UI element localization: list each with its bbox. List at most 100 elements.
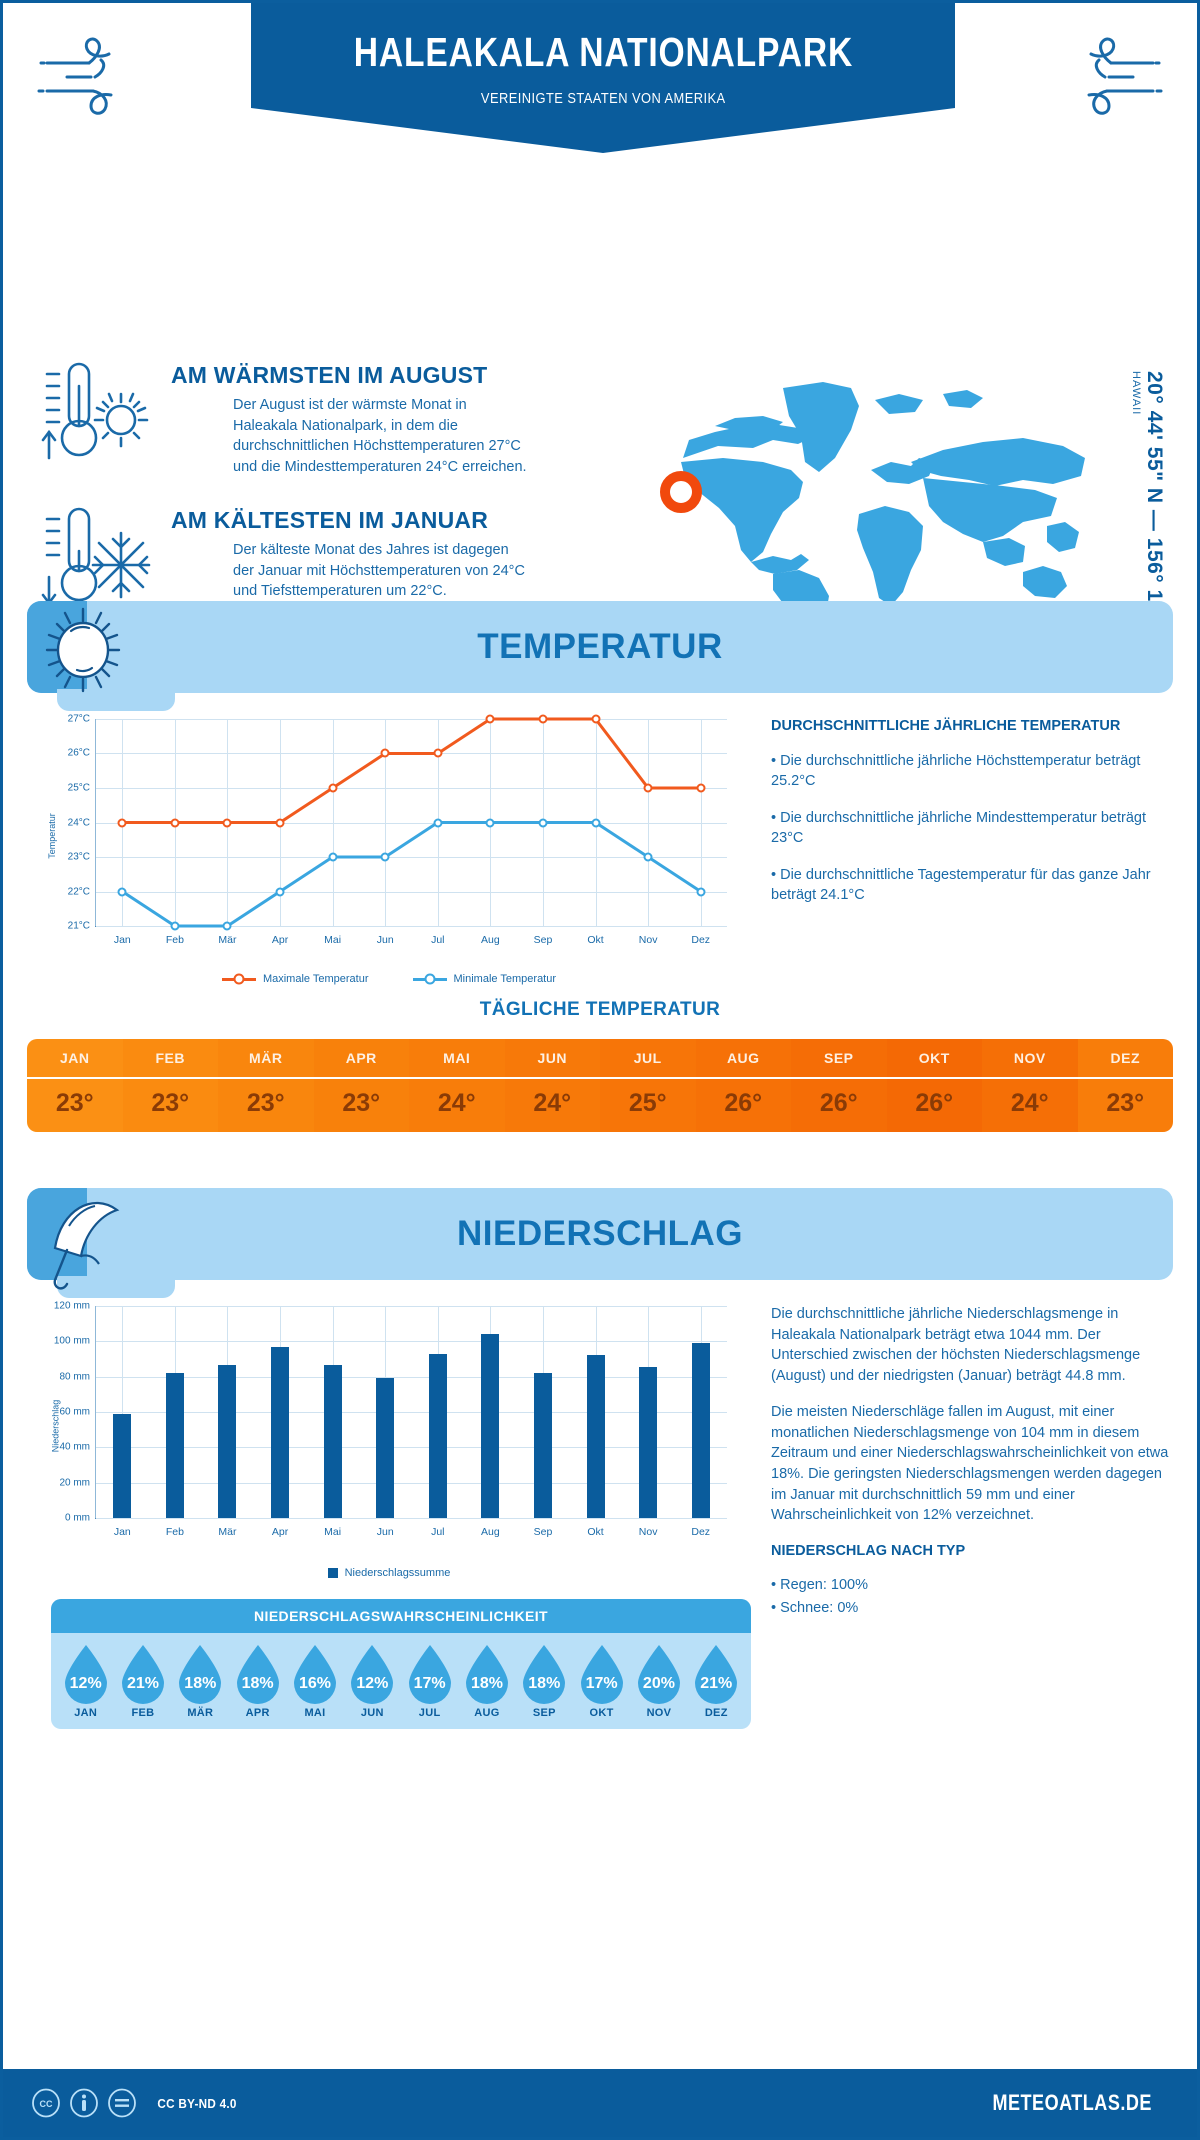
header: HALEAKALA NATIONALPARK VEREINIGTE STAATE… [3,3,1197,171]
data-point [591,714,601,724]
thermometer-up-icon [41,362,149,460]
legend-item-min: Minimale Temperatur [412,973,556,985]
x-axis-tick: Jul [431,1526,445,1538]
y-axis-tick: 100 mm [53,1335,90,1347]
y-axis-tick: 60 mm [59,1406,90,1418]
coldest-month-block: AM KÄLTESTEN IM JANUAR Der kälteste Mona… [39,503,559,608]
daily-table-value: 25° [600,1079,696,1132]
data-point [591,818,601,827]
probability-month: MAI [304,1707,326,1719]
warm-body: AM WÄRMSTEN IM AUGUST Der August ist der… [171,358,559,477]
bar [533,1373,552,1518]
region-label: HAWAII [1130,371,1142,416]
water-drop-icon: 18% [517,1643,571,1705]
temperature-banner-title: TEMPERATUR [477,627,723,666]
daily-table-month: SEP [791,1039,887,1077]
x-axis-tick: Mai [324,934,342,946]
probability-cell: 16% MAI [286,1643,343,1719]
bar [218,1365,237,1518]
bar [323,1365,342,1518]
y-axis-tick: 120 mm [53,1300,90,1312]
precipitation-legend: Niederschlagssumme [27,1567,751,1579]
gridline [96,1306,727,1307]
y-axis-tick: 27°C [67,713,90,725]
precipitation-probability-row: 12% JAN 21% FEB 18% MÄR 18% APR 16% MAI 12% JUN 17% J… [51,1633,751,1729]
gridline [122,1306,124,1518]
daily-table-value: 26° [791,1079,887,1132]
gridline [96,719,727,720]
probability-value: 18% [528,1675,561,1692]
temperature-chart-row: Temperatur 21°C 22°C 23°C 24°C 25°C 26°C 27°C J… [3,693,1197,986]
precipitation-chart-box: Niederschlag 0 mm 20 mm 40 mm 60 mm 80 mm 100… [27,1298,751,1729]
y-axis-tick: 22°C [67,886,90,897]
precipitation-probability-panel: NIEDERSCHLAGSWAHRSCHEINLICHKEIT 12% JAN 21… [51,1599,751,1729]
daily-table-value: 23° [313,1079,409,1132]
snowflake-icon [91,531,151,599]
probability-value: 21% [126,1675,159,1692]
legend-marker-precip [327,1568,338,1578]
data-point [433,818,443,827]
probability-cell: 18% SEP [516,1643,573,1719]
y-axis-tick: 40 mm [59,1441,90,1453]
x-axis-tick: Dez [691,1526,711,1538]
water-drop-icon: 21% [689,1643,743,1705]
license-label: CC BY-ND 4.0 [157,2095,237,2111]
gridline [96,822,727,824]
precipitation-probability-title: NIEDERSCHLAGSWAHRSCHEINLICHKEIT [51,1599,751,1633]
x-axis-tick: Nov [638,934,658,946]
probability-cell: 21% DEZ [688,1643,745,1719]
sun-icon [41,607,151,693]
svg-text:CC: CC [40,2099,53,2109]
gridline [96,1518,727,1519]
x-axis-tick: Mär [218,934,237,946]
title-banner: HALEAKALA NATIONALPARK VEREINIGTE STAATE… [251,3,955,153]
daily-table-month: NOV [982,1039,1078,1077]
daily-table-value: 24° [982,1079,1078,1132]
daily-temperature-title: TÄGLICHE TEMPERATUR [479,999,721,1020]
x-axis-tick: Aug [481,1526,500,1538]
data-point [485,714,495,724]
daily-table-month: AUG [695,1039,791,1077]
x-axis-tick: Aug [481,934,500,946]
gridline [96,926,727,927]
x-axis-tick: Apr [271,1526,289,1538]
cold-body: AM KÄLTESTEN IM JANUAR Der kälteste Mona… [171,503,559,602]
daily-table-month: JUN [504,1039,600,1077]
probability-cell: 18% MÄR [172,1643,229,1719]
x-axis-tick: Feb [165,934,184,946]
gridline [96,1341,727,1343]
legend-label-precip: Niederschlagssumme [344,1567,451,1579]
bar [691,1343,710,1518]
daily-table-value: 24° [504,1079,600,1132]
temperature-side-text: DURCHSCHNITTLICHE JÄHRLICHE TEMPERATUR •… [751,711,1173,983]
gridline [96,856,727,858]
wind-decoration-right [1057,25,1167,140]
probability-month: JAN [74,1707,98,1719]
probability-month: NOV [646,1707,672,1719]
series-line [122,823,700,927]
legend-item-precip: Niederschlagssumme [327,1567,451,1579]
location-marker-icon [660,471,702,513]
data-point [643,783,653,793]
data-point [538,714,548,724]
daily-table-month: MÄR [218,1039,314,1077]
y-axis-tick: 80 mm [59,1371,90,1383]
gridline [648,719,650,926]
x-axis-tick: Mär [218,1526,237,1538]
water-drop-icon: 12% [345,1643,399,1705]
probability-month: OKT [589,1707,614,1719]
probability-cell: 20% NOV [630,1643,687,1719]
precipitation-plot-area: 0 mm 20 mm 40 mm 60 mm 80 mm 100 mm 120 mm Jan F… [54,1301,727,1538]
gridline [96,891,727,893]
x-axis-tick: Jan [113,934,131,946]
precipitation-type-heading: NIEDERSCHLAG NACH TYP [771,1542,966,1559]
water-drop-icon: 16% [288,1643,342,1705]
y-axis-tick: 25°C [67,782,90,794]
water-drop-icon: 18% [231,1643,285,1705]
bar [586,1355,605,1518]
x-axis-tick: Jul [431,934,445,946]
daily-table-value: 23° [1077,1079,1173,1132]
probability-value: 21% [700,1675,733,1692]
water-drop-icon: 18% [173,1643,227,1705]
brand-label: METEOATLAS.DE [992,2090,1152,2115]
